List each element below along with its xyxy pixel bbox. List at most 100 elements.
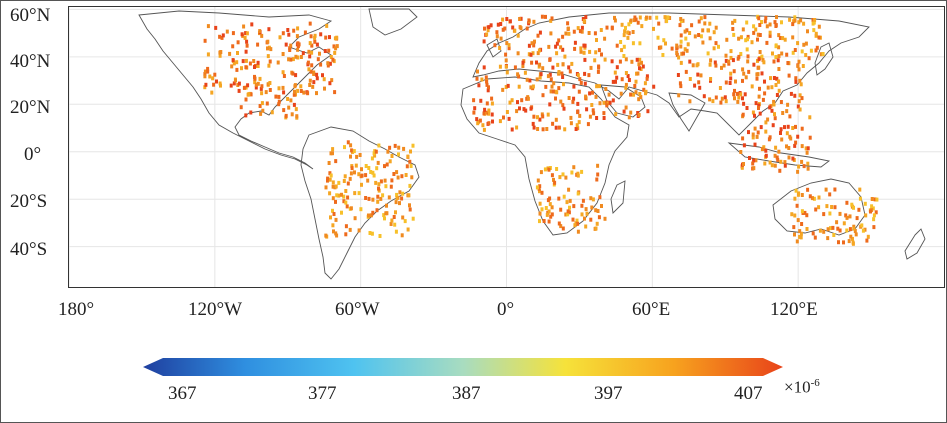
xco2-cell — [296, 88, 300, 93]
xco2-cell — [579, 80, 583, 85]
xco2-cell — [544, 206, 548, 210]
xco2-cell — [571, 217, 575, 222]
xco2-cell — [527, 18, 531, 23]
xco2-cell — [756, 32, 760, 37]
xco2-cell — [527, 52, 531, 57]
xco2-cell — [618, 59, 622, 64]
xco2-cell — [559, 99, 563, 104]
xco2-cell — [811, 231, 815, 236]
xco2-cell — [679, 17, 683, 21]
lat-tick-label: 20°N — [10, 97, 51, 118]
xco2-cell — [751, 135, 755, 140]
xco2-cell — [757, 16, 761, 21]
xco2-cell — [266, 39, 270, 44]
xco2-cell — [210, 90, 214, 95]
xco2-cell — [753, 113, 756, 118]
xco2-cell — [802, 21, 806, 26]
xco2-cell — [752, 62, 756, 67]
xco2-cell — [403, 219, 407, 224]
xco2-cell — [797, 59, 801, 64]
xco2-cell — [591, 90, 594, 95]
xco2-cell — [583, 57, 587, 62]
xco2-cell — [536, 51, 540, 56]
xco2-cell — [302, 90, 306, 95]
xco2-cell — [321, 73, 324, 78]
xco2-cell — [640, 60, 643, 65]
xco2-cell — [778, 168, 782, 173]
xco2-cell — [395, 192, 399, 197]
xco2-cell — [595, 116, 599, 120]
xco2-cell — [296, 55, 300, 60]
xco2-cell — [759, 125, 763, 130]
xco2-cell — [772, 99, 776, 104]
xco2-cell — [634, 79, 638, 84]
xco2-cell — [639, 67, 643, 71]
xco2-cell — [733, 96, 736, 101]
xco2-cell — [557, 70, 561, 74]
xco2-cell — [536, 115, 539, 120]
xco2-cell — [854, 232, 858, 237]
xco2-cell — [622, 54, 626, 58]
xco2-cell — [538, 219, 541, 224]
xco2-cell — [764, 153, 768, 158]
xco2-cell — [753, 126, 757, 131]
xco2-cell — [243, 35, 247, 40]
xco2-cell — [751, 132, 755, 137]
xco2-cell — [376, 160, 380, 165]
xco2-cell — [578, 29, 582, 34]
xco2-cell — [379, 179, 383, 184]
xco2-cell — [570, 61, 574, 66]
xco2-cell — [737, 95, 741, 100]
xco2-cell — [813, 18, 817, 22]
xco2-cell — [208, 74, 212, 79]
xco2-cell — [408, 159, 412, 164]
xco2-cell — [755, 76, 759, 81]
xco2-cell — [310, 63, 314, 68]
xco2-cell — [260, 91, 264, 96]
xco2-cell — [624, 105, 628, 110]
xco2-cell — [525, 26, 529, 31]
xco2-cell — [550, 84, 554, 89]
xco2-cell — [796, 134, 800, 139]
xco2-cell — [235, 60, 239, 65]
xco2-cell — [256, 60, 260, 65]
xco2-cell — [559, 224, 563, 229]
xco2-cell — [535, 185, 539, 190]
xco2-cell — [266, 54, 270, 59]
xco2-cell — [315, 76, 319, 81]
xco2-cell — [303, 30, 307, 35]
xco2-cell — [603, 36, 607, 41]
xco2-cell — [499, 36, 503, 41]
xco2-cell — [769, 76, 772, 81]
xco2-cell — [504, 64, 508, 69]
xco2-cell — [256, 81, 260, 86]
xco2-cell — [557, 38, 561, 43]
xco2-cell — [785, 52, 789, 57]
xco2-cell — [794, 140, 798, 145]
xco2-cell — [741, 96, 744, 101]
xco2-cell — [765, 40, 769, 45]
xco2-cell — [294, 107, 298, 112]
xco2-cell — [340, 192, 343, 197]
xco2-cell — [709, 77, 713, 81]
xco2-cell — [367, 196, 371, 201]
xco2-cell — [717, 44, 720, 49]
xco2-cell — [548, 202, 552, 207]
xco2-cell — [569, 121, 573, 126]
xco2-cell — [831, 225, 835, 230]
xco2-cell — [554, 44, 558, 49]
xco2-cell — [724, 99, 728, 104]
xco2-cell — [564, 175, 568, 180]
xco2-cell — [398, 190, 402, 195]
xco2-cell — [746, 37, 749, 42]
xco2-cell — [360, 182, 363, 187]
xco2-cell — [308, 21, 312, 26]
new-zealand-outline — [904, 228, 926, 260]
xco2-cell — [375, 166, 379, 171]
xco2-cell — [870, 204, 874, 209]
xco2-cell — [708, 21, 712, 26]
xco2-cell — [535, 77, 539, 82]
xco2-cell — [589, 65, 593, 70]
xco2-cell — [510, 98, 514, 103]
xco2-cell — [537, 186, 541, 191]
